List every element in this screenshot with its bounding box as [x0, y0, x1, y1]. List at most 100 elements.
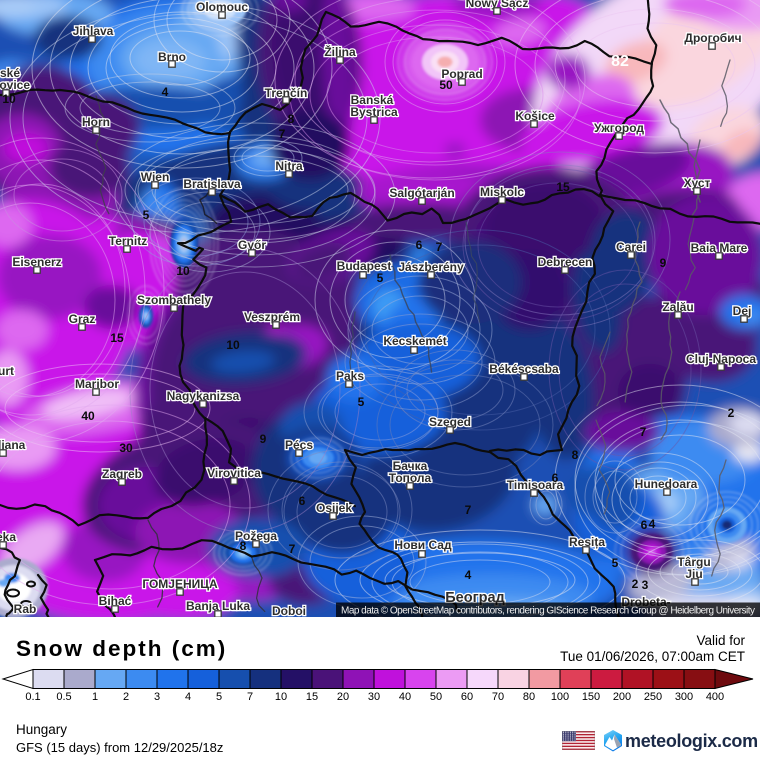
svg-text:Ужгород: Ужгород: [594, 121, 644, 135]
svg-text:3: 3: [642, 578, 649, 592]
svg-text:15: 15: [556, 180, 570, 194]
svg-text:400: 400: [706, 691, 724, 703]
svg-text:Baia Mare: Baia Mare: [691, 241, 748, 255]
svg-text:4: 4: [162, 85, 169, 99]
svg-text:10: 10: [226, 338, 240, 352]
svg-text:Budapest: Budapest: [337, 259, 392, 273]
svg-text:1: 1: [92, 691, 98, 703]
svg-text:60: 60: [461, 691, 473, 703]
svg-text:80: 80: [523, 691, 535, 703]
svg-text:30: 30: [119, 441, 133, 455]
svg-text:150: 150: [582, 691, 600, 703]
svg-text:Дрогобич: Дрогобич: [684, 31, 741, 45]
svg-text:4: 4: [649, 517, 656, 531]
svg-text:Топола: Топола: [389, 471, 432, 485]
svg-text:Miskolc: Miskolc: [480, 185, 524, 199]
svg-text:Szeged: Szeged: [429, 415, 471, 429]
svg-text:furt: furt: [0, 364, 14, 378]
svg-text:3: 3: [154, 691, 160, 703]
svg-text:Győr: Győr: [238, 238, 266, 252]
svg-text:Maribor: Maribor: [75, 377, 119, 391]
svg-text:15: 15: [110, 331, 124, 345]
svg-text:4: 4: [465, 568, 472, 582]
svg-text:10: 10: [275, 691, 287, 703]
svg-text:Jiu: Jiu: [685, 567, 702, 581]
svg-text:9: 9: [260, 432, 267, 446]
svg-text:7: 7: [465, 503, 472, 517]
svg-text:5: 5: [143, 208, 150, 222]
svg-text:ské: ské: [0, 66, 20, 80]
svg-text:5: 5: [377, 271, 384, 285]
svg-text:Jászberény: Jászberény: [398, 260, 464, 274]
svg-text:Požega: Požega: [235, 529, 277, 543]
svg-text:Debrecen: Debrecen: [538, 255, 593, 269]
svg-text:Бачка: Бачка: [393, 459, 428, 473]
svg-text:oljana: oljana: [0, 438, 26, 452]
svg-text:Bratislava: Bratislava: [183, 177, 241, 191]
svg-text:Rab: Rab: [14, 602, 37, 616]
svg-text:9: 9: [660, 256, 667, 270]
svg-text:70: 70: [492, 691, 504, 703]
svg-text:ГОМЈЕНИЦА: ГОМЈЕНИЦА: [142, 577, 218, 591]
svg-text:Paks: Paks: [336, 369, 364, 383]
svg-text:Graz: Graz: [69, 312, 96, 326]
svg-text:Košice: Košice: [515, 109, 555, 123]
svg-text:10: 10: [2, 92, 16, 106]
svg-text:8: 8: [572, 448, 579, 462]
svg-text:Salgótarján: Salgótarján: [389, 186, 454, 200]
svg-text:Banská: Banská: [351, 93, 394, 107]
svg-text:Хуст: Хуст: [684, 176, 711, 190]
svg-text:6: 6: [299, 494, 306, 508]
svg-text:2: 2: [728, 406, 735, 420]
svg-text:Wien: Wien: [141, 170, 170, 184]
svg-text:Bihać: Bihać: [99, 594, 132, 608]
svg-text:5: 5: [216, 691, 222, 703]
svg-text:40: 40: [399, 691, 411, 703]
svg-text:Map data © OpenStreetMap contr: Map data © OpenStreetMap contributors, r…: [341, 606, 755, 617]
svg-text:10: 10: [176, 264, 190, 278]
svg-text:Békéscsaba: Békéscsaba: [489, 362, 559, 376]
svg-text:82: 82: [611, 53, 629, 70]
svg-text:6: 6: [552, 471, 559, 485]
svg-text:6: 6: [641, 518, 648, 532]
svg-text:Carei: Carei: [616, 240, 646, 254]
svg-text:Jihlava: Jihlava: [73, 24, 114, 38]
svg-text:7: 7: [436, 240, 443, 254]
svg-text:2: 2: [123, 691, 129, 703]
svg-text:Resița: Resița: [569, 535, 605, 549]
svg-text:Hunedoara: Hunedoara: [635, 477, 698, 491]
svg-text:50: 50: [439, 78, 453, 92]
svg-text:Bystrica: Bystrica: [350, 105, 398, 119]
svg-text:Szombathely: Szombathely: [137, 293, 211, 307]
svg-text:Poprad: Poprad: [441, 67, 482, 81]
svg-text:7: 7: [640, 425, 647, 439]
svg-text:Kecskemét: Kecskemét: [383, 334, 446, 348]
svg-text:7: 7: [289, 542, 296, 556]
svg-text:100: 100: [551, 691, 569, 703]
svg-text:Nagykanizsa: Nagykanizsa: [167, 389, 240, 403]
svg-text:Ternitz: Ternitz: [109, 234, 147, 248]
svg-text:Cluj-Napoca: Cluj-Napoca: [686, 352, 756, 366]
svg-text:Dej: Dej: [733, 304, 752, 318]
svg-text:Olomouc: Olomouc: [196, 0, 248, 14]
svg-text:Žilina: Žilina: [324, 44, 356, 59]
svg-text:Doboi: Doboi: [272, 604, 306, 617]
svg-text:40: 40: [81, 409, 95, 423]
svg-text:8: 8: [288, 112, 295, 126]
svg-text:Nowy Sącz: Nowy Sącz: [466, 0, 529, 10]
svg-text:250: 250: [644, 691, 662, 703]
svg-text:8: 8: [240, 539, 247, 553]
svg-text:Nitra: Nitra: [275, 159, 303, 173]
svg-text:4: 4: [185, 691, 191, 703]
svg-text:7: 7: [247, 691, 253, 703]
svg-text:5: 5: [612, 556, 619, 570]
svg-text:Horn: Horn: [82, 115, 110, 129]
svg-text:0.5: 0.5: [56, 691, 71, 703]
svg-text:Trenčín: Trenčín: [265, 86, 308, 100]
svg-text:Brno: Brno: [158, 50, 186, 64]
svg-text:Timișoara: Timișoara: [507, 478, 564, 492]
svg-text:30: 30: [368, 691, 380, 703]
svg-text:15: 15: [306, 691, 318, 703]
svg-text:Banja Luka: Banja Luka: [186, 599, 250, 613]
svg-text:Нови Сад: Нови Сад: [394, 538, 452, 552]
